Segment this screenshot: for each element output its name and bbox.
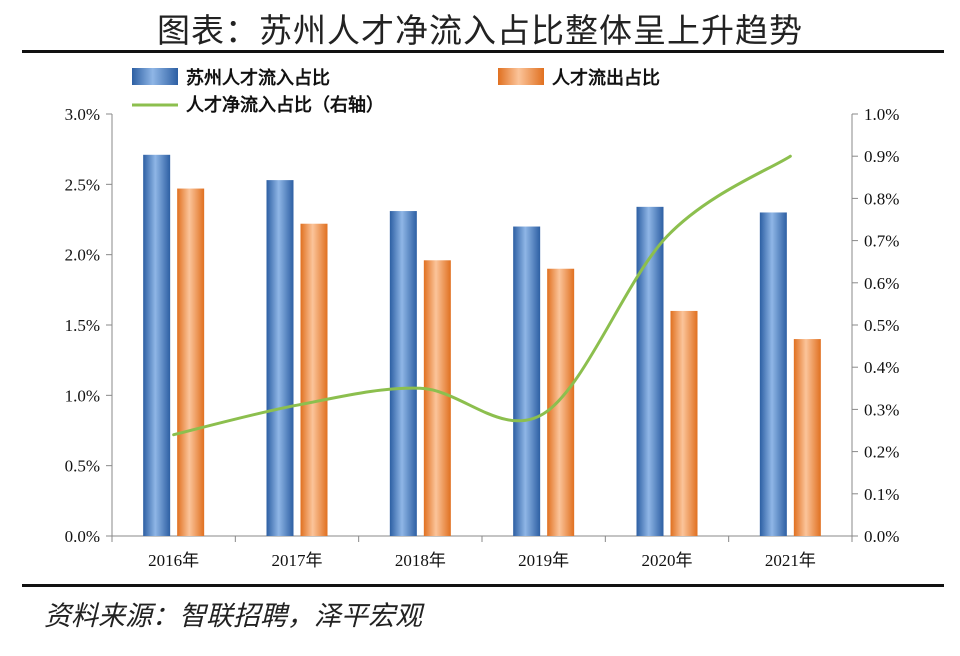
inflow-bar bbox=[389, 211, 417, 536]
right-tick-label: 0.7% bbox=[864, 232, 899, 251]
bars bbox=[143, 154, 821, 537]
right-tick-label: 0.9% bbox=[864, 147, 899, 166]
left-tick-label: 3.0% bbox=[65, 105, 100, 124]
legend-label-outflow: 人才流出占比 bbox=[552, 67, 660, 89]
x-tick-label: 2016年 bbox=[148, 551, 199, 570]
legend-label-net: 人才净流入占比（右轴） bbox=[186, 94, 384, 116]
x-tick-label: 2018年 bbox=[395, 551, 446, 570]
axes: 0.0% 0.5% 1.0% 1.5% 2.0% 2.5% 3.0% 0.0% 0.1% 0.2%… bbox=[65, 105, 900, 570]
x-tick-label: 2020年 bbox=[642, 551, 693, 570]
top-rule bbox=[22, 50, 944, 53]
x-tick-label: 2019年 bbox=[518, 551, 569, 570]
inflow-bar bbox=[266, 180, 294, 536]
outflow-bar bbox=[793, 339, 821, 536]
right-tick-label: 0.3% bbox=[864, 400, 899, 419]
source-note: 资料来源：智联招聘，泽平宏观 bbox=[44, 601, 422, 632]
left-tick-label: 2.5% bbox=[65, 175, 100, 194]
right-tick-label: 1.0% bbox=[864, 105, 899, 124]
inflow-bar bbox=[143, 154, 171, 536]
right-tick-label: 0.4% bbox=[864, 358, 899, 377]
right-tick-label: 0.5% bbox=[864, 316, 899, 335]
right-tick-label: 0.1% bbox=[864, 485, 899, 504]
x-tick-label: 2017年 bbox=[272, 551, 323, 570]
inflow-bar bbox=[513, 226, 541, 537]
left-tick-label: 1.5% bbox=[65, 316, 100, 335]
outflow-bar bbox=[670, 310, 698, 536]
x-tick-label: 2021年 bbox=[765, 551, 816, 570]
left-tick-label: 2.0% bbox=[65, 246, 100, 265]
left-tick-label: 1.0% bbox=[65, 386, 100, 405]
right-tick-label: 0.0% bbox=[864, 527, 899, 546]
right-tick-label: 0.8% bbox=[864, 189, 899, 208]
inflow-bar bbox=[636, 206, 664, 536]
net-inflow-line-layer bbox=[172, 154, 792, 437]
legend-swatch-inflow bbox=[132, 68, 178, 85]
outflow-bar bbox=[547, 268, 575, 536]
outflow-bar bbox=[423, 260, 451, 536]
outflow-bar bbox=[300, 223, 328, 536]
left-tick-label: 0.5% bbox=[65, 457, 100, 476]
net-inflow-line bbox=[172, 154, 792, 437]
left-tick-label: 0.0% bbox=[65, 527, 100, 546]
right-tick-label: 0.6% bbox=[864, 274, 899, 293]
chart-title: 图表：苏州人才净流入占比整体呈上升趋势 bbox=[157, 11, 803, 50]
outflow-bar bbox=[177, 188, 205, 536]
legend-swatch-outflow bbox=[498, 68, 544, 85]
inflow-bar bbox=[759, 212, 787, 536]
legend-label-inflow: 苏州人才流入占比 bbox=[186, 67, 330, 89]
right-tick-label: 0.2% bbox=[864, 443, 899, 462]
bottom-rule bbox=[22, 584, 944, 587]
